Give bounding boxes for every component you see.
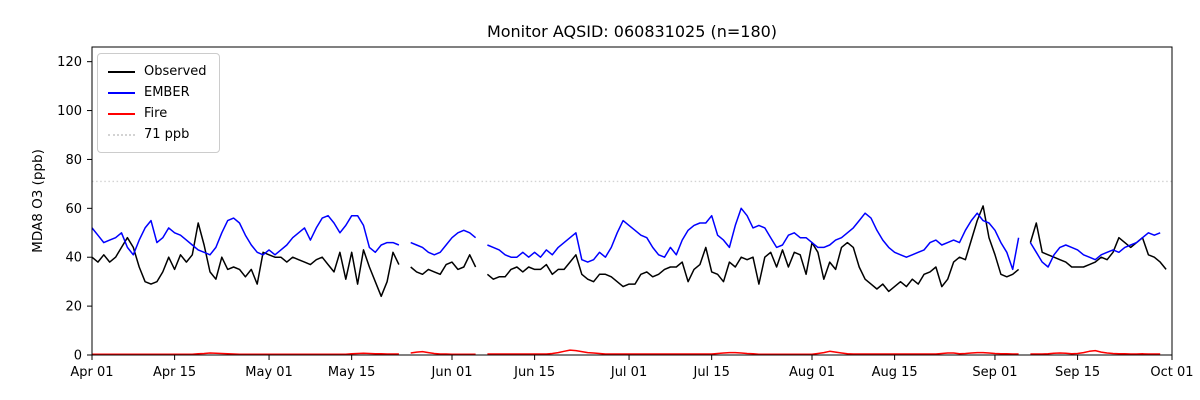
x-tick-label: Jul 01 xyxy=(610,365,647,380)
x-tick-label: Sep 15 xyxy=(1055,365,1100,380)
legend-label: EMBER xyxy=(144,85,190,100)
series-fire-line xyxy=(92,349,1161,356)
legend-item: 71 ppb xyxy=(108,124,207,145)
plot-border xyxy=(91,46,1173,356)
series-layer xyxy=(91,180,1172,356)
x-tick-label: Aug 15 xyxy=(872,365,918,380)
legend-label: 71 ppb xyxy=(144,127,190,142)
x-tick-label: Jun 01 xyxy=(431,365,473,380)
legend-line-swatch xyxy=(108,133,135,136)
y-tick-label: 80 xyxy=(65,153,82,168)
chart-title: Monitor AQSID: 060831025 (n=180) xyxy=(487,22,777,41)
x-tick-label: Oct 01 xyxy=(1150,365,1193,380)
y-tick-label: 20 xyxy=(65,300,82,315)
legend-label: Fire xyxy=(144,106,168,121)
legend-item: EMBER xyxy=(108,82,207,103)
y-tick-label: 100 xyxy=(57,104,82,119)
legend-line-swatch xyxy=(108,70,135,73)
legend-item: Observed xyxy=(108,61,207,82)
legend-line-swatch xyxy=(108,91,135,94)
y-tick-label: 0 xyxy=(74,349,82,364)
legend-label: Observed xyxy=(144,64,207,79)
x-tick-label: May 15 xyxy=(328,365,376,380)
series-observed-line xyxy=(91,205,1167,298)
x-tick-label: Apr 01 xyxy=(70,365,113,380)
x-tick-label: Sep 01 xyxy=(972,365,1017,380)
x-tick-label: Jul 15 xyxy=(692,365,729,380)
y-tick-label: 60 xyxy=(65,202,82,217)
x-tick-label: Apr 15 xyxy=(153,365,196,380)
x-tick-label: Jun 15 xyxy=(513,365,555,380)
y-axis-label: MDA8 O3 (ppb) xyxy=(30,149,46,253)
y-tick-label: 40 xyxy=(65,251,82,266)
series-ember-line xyxy=(91,207,1161,271)
x-tick-label: Aug 01 xyxy=(789,365,835,380)
legend: Observed EMBER Fire 71 ppb xyxy=(97,53,220,153)
legend-item: Fire xyxy=(108,103,207,124)
legend-line-swatch xyxy=(108,112,135,115)
x-tick-label: May 01 xyxy=(245,365,293,380)
axes-layer: 0 20 40 60 80 100 120 Apr 01 Apr 15 May 01 May 15 J… xyxy=(57,55,1193,380)
y-tick-label: 120 xyxy=(57,55,82,70)
